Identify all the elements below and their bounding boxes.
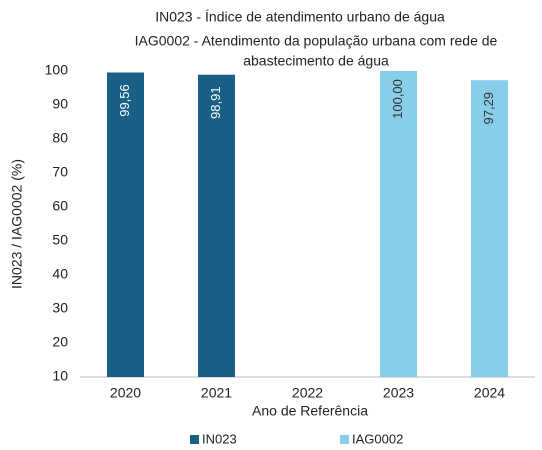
legend-label: IN023 <box>202 431 237 446</box>
x-tick-label: 2023 <box>383 385 414 401</box>
y-tick-label: 100 <box>45 62 69 78</box>
data-label: 100,00 <box>390 79 405 119</box>
chart-title: abastecimento de água <box>243 53 389 69</box>
x-tick-label: 2022 <box>292 385 323 401</box>
y-tick-label: 20 <box>52 334 68 350</box>
y-axis-label: IN023 / IAG0002 (%) <box>9 159 25 289</box>
legend-swatch <box>190 435 199 444</box>
data-label: 97,29 <box>481 92 496 125</box>
x-tick-label: 2021 <box>201 385 232 401</box>
y-tick-label: 90 <box>52 96 68 112</box>
bar <box>107 72 144 377</box>
y-tick-label: 80 <box>52 130 68 146</box>
x-axis-label: Ano de Referência <box>252 403 368 419</box>
x-tick-label: 2020 <box>110 385 141 401</box>
y-tick-label: 40 <box>52 266 68 282</box>
data-label: 98,91 <box>208 86 223 119</box>
y-tick-label: 50 <box>52 232 68 248</box>
y-tick-label: 10 <box>52 368 68 384</box>
data-label: 99,56 <box>117 84 132 117</box>
legend-label: IAG0002 <box>352 431 403 446</box>
bar <box>380 71 417 377</box>
bar <box>471 80 508 378</box>
chart-title: IAG0002 - Atendimento da população urban… <box>135 33 498 49</box>
chart-title: IN023 - Índice de atendimento urbano de … <box>155 9 445 25</box>
y-tick-label: 60 <box>52 198 68 214</box>
y-tick-label: 70 <box>52 164 68 180</box>
legend-swatch <box>340 435 349 444</box>
bar <box>198 74 235 378</box>
y-tick-label: 30 <box>52 300 68 316</box>
x-tick-label: 2024 <box>474 385 505 401</box>
